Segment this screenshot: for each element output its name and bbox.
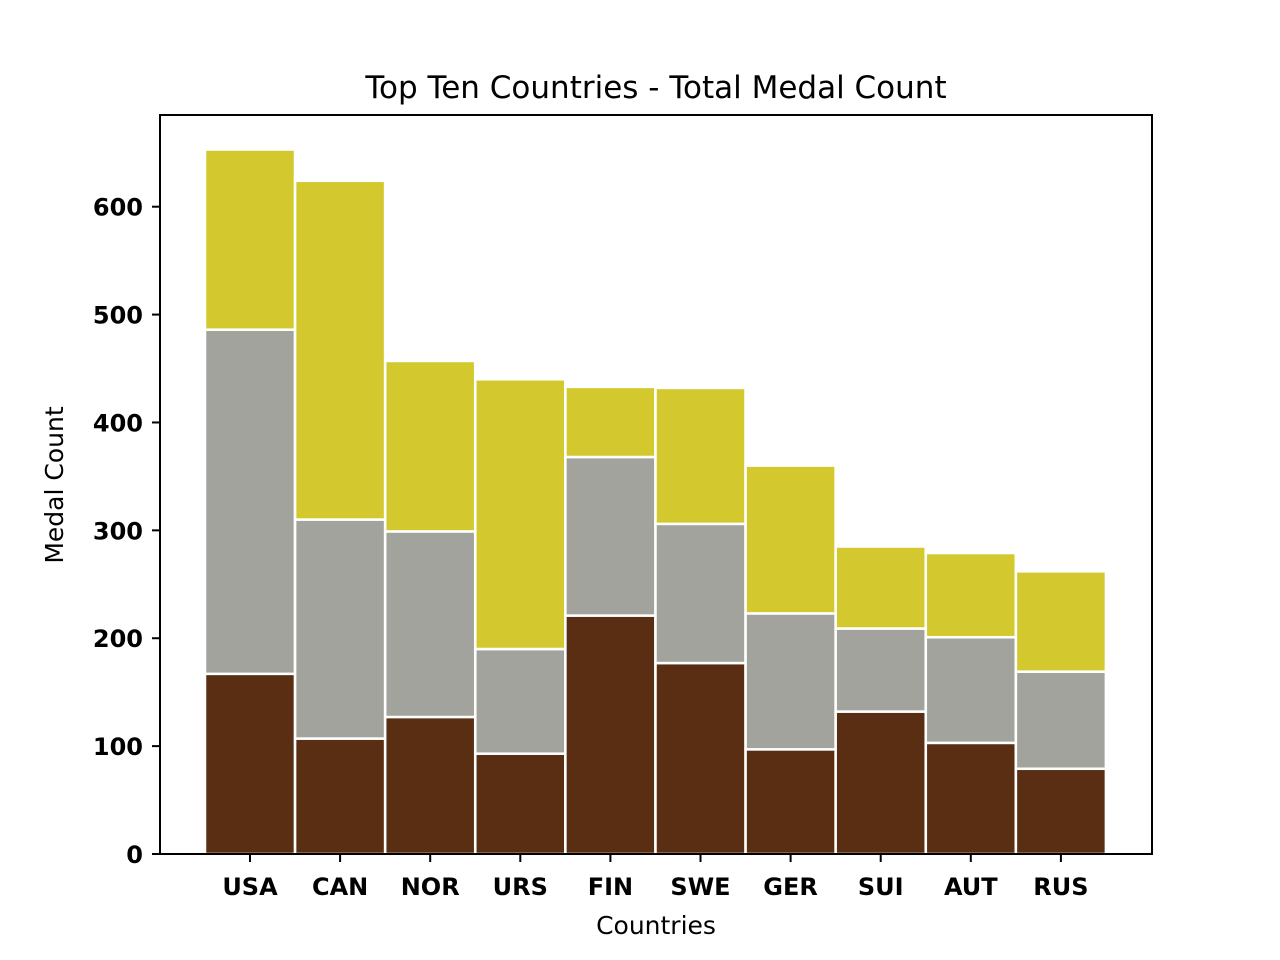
x-tick-label-usa: USA bbox=[222, 873, 278, 901]
x-tick-label-rus: RUS bbox=[1033, 873, 1088, 901]
x-tick-label-swe: SWE bbox=[670, 873, 730, 901]
bar-urs-segment-3 bbox=[474, 378, 567, 651]
bar-sui-segment-3 bbox=[834, 545, 927, 630]
bar-usa-segment-3 bbox=[203, 148, 297, 331]
y-axis: 0 100 200 300 400 500 600 bbox=[93, 194, 160, 869]
bar-can-segment-1 bbox=[293, 737, 387, 856]
y-tick-label-500: 500 bbox=[93, 302, 143, 330]
bar-sui-segment-1 bbox=[834, 710, 927, 856]
bar-can-segment-3 bbox=[293, 179, 387, 521]
y-tick-label-400: 400 bbox=[93, 409, 143, 437]
x-tick-label-aut: AUT bbox=[944, 873, 998, 901]
bar-usa-segment-2 bbox=[203, 328, 297, 676]
bar-nor-segment-2 bbox=[383, 530, 477, 719]
bar-rus-segment-3 bbox=[1014, 570, 1108, 673]
bar-aut-segment-2 bbox=[924, 635, 1018, 745]
bar-nor-segment-1 bbox=[383, 715, 477, 856]
bar-fin-segment-3 bbox=[564, 385, 657, 459]
bar-fin-segment-2 bbox=[564, 455, 657, 617]
x-tick-label-can: CAN bbox=[312, 873, 368, 901]
bar-ger-segment-1 bbox=[744, 748, 837, 856]
x-tick-label-sui: SUI bbox=[858, 873, 904, 901]
bar-urs-segment-1 bbox=[474, 752, 567, 856]
bar-can-segment-2 bbox=[293, 518, 387, 740]
x-tick-label-urs: URS bbox=[493, 873, 548, 901]
bar-aut-segment-3 bbox=[924, 551, 1018, 639]
bar-usa-segment-1 bbox=[203, 672, 297, 856]
bar-swe-segment-2 bbox=[654, 522, 747, 665]
bar-aut-segment-1 bbox=[924, 741, 1018, 856]
x-axis: USA CAN NOR URS FIN SWE GER SUI AUT RUS bbox=[222, 854, 1089, 901]
y-axis-label: Medal Count bbox=[40, 406, 69, 563]
bar-fin-segment-1 bbox=[564, 614, 657, 856]
x-axis-label: Countries bbox=[596, 911, 716, 940]
bar-ger-segment-2 bbox=[744, 612, 837, 751]
plot-frame bbox=[159, 114, 1153, 855]
y-tick-label-200: 200 bbox=[93, 625, 143, 653]
bar-swe-segment-1 bbox=[654, 661, 747, 856]
bar-swe-segment-3 bbox=[654, 386, 747, 526]
x-tick-label-ger: GER bbox=[763, 873, 818, 901]
bar-nor-segment-3 bbox=[383, 359, 477, 533]
y-tick-label-100: 100 bbox=[93, 733, 143, 761]
y-tick-label-600: 600 bbox=[93, 194, 143, 222]
y-tick-label-300: 300 bbox=[93, 517, 143, 545]
bar-sui-segment-2 bbox=[834, 627, 927, 713]
bar-ger-segment-3 bbox=[744, 464, 837, 615]
x-tick-label-fin: FIN bbox=[588, 873, 633, 901]
x-tick-label-nor: NOR bbox=[401, 873, 460, 901]
chart-title: Top Ten Countries - Total Medal Count bbox=[364, 70, 946, 106]
bar-rus-segment-2 bbox=[1014, 670, 1108, 771]
y-tick-label-0: 0 bbox=[126, 841, 143, 869]
plot-area bbox=[203, 148, 1108, 856]
bar-rus-segment-1 bbox=[1014, 767, 1108, 856]
bar-urs-segment-2 bbox=[474, 647, 567, 755]
